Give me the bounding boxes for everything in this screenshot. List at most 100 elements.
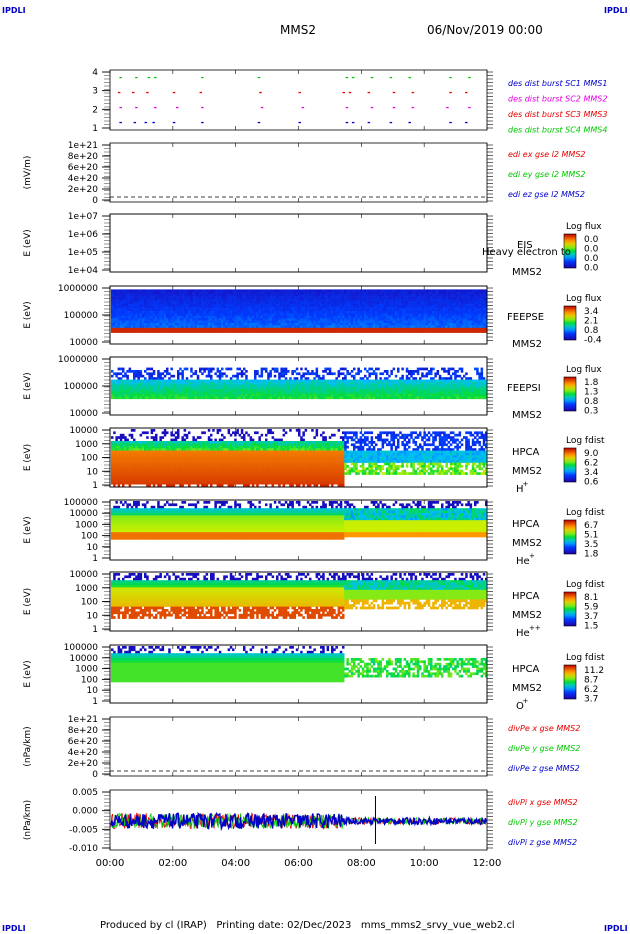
spectrogram-cell <box>201 372 204 376</box>
spectrogram-cell <box>236 384 239 388</box>
burst-mark <box>468 76 471 79</box>
spectrogram-cell <box>482 327 486 331</box>
spectrogram-cell <box>157 294 160 297</box>
spectrogram-cell <box>141 327 145 331</box>
spectrogram-cell <box>133 327 136 331</box>
spectrogram-cell <box>456 318 459 321</box>
spectrogram-cell <box>117 394 121 397</box>
spectrogram-cell <box>410 320 413 324</box>
spectrogram-cell <box>205 318 209 321</box>
spectrogram-cell <box>236 377 239 380</box>
spectrogram-cell <box>166 289 169 293</box>
spectrogram-cell <box>183 394 187 397</box>
spectrogram-cell <box>344 303 347 307</box>
spectrogram-cell <box>262 311 266 314</box>
spectrogram-cell <box>238 315 242 319</box>
colorbar-bar <box>563 233 577 269</box>
spectrogram-cell <box>390 323 393 326</box>
spectrogram-cell <box>302 306 305 309</box>
spectrogram-cell <box>315 323 319 326</box>
spectrogram-cell <box>432 320 435 324</box>
spectrogram-cell <box>315 389 319 392</box>
spectrogram-cell <box>357 320 360 324</box>
spectrogram-cell <box>421 315 424 319</box>
spectrogram-cell <box>207 325 211 329</box>
spectrogram-cell <box>458 299 462 302</box>
spectrogram-cell <box>135 299 138 302</box>
spectrogram-cell <box>137 306 140 309</box>
spectrogram-cell <box>240 296 244 300</box>
spectrogram-cell <box>344 327 347 331</box>
spectrogram-cell <box>311 330 314 333</box>
spectrogram-cell <box>271 394 275 397</box>
spectrogram-cell <box>474 291 477 295</box>
spectrogram-cell <box>199 396 202 400</box>
spectrogram-cell <box>185 315 189 319</box>
spectrogram-cell <box>135 301 138 305</box>
spectrogram-cell <box>324 294 327 297</box>
spectrogram-cell <box>368 374 371 378</box>
spectrogram-cell <box>355 306 358 309</box>
spectrogram-cell <box>282 386 286 390</box>
spectrogram-cell <box>324 386 327 390</box>
spectrogram-cell <box>163 306 167 309</box>
spectrogram-cell <box>328 370 332 373</box>
spectrogram-cell <box>221 330 224 333</box>
spectrogram-cell <box>135 289 138 293</box>
spectrogram-cell <box>324 389 327 392</box>
spectrogram-cell <box>293 396 297 400</box>
spectrogram-cell <box>449 311 453 314</box>
spectrogram-cell <box>452 299 455 302</box>
spectrogram-cell <box>317 391 321 395</box>
spectrogram-cell <box>388 289 391 293</box>
spectrogram-cell <box>190 396 193 400</box>
spectrogram-cell <box>463 315 466 319</box>
spectrogram-cell <box>331 315 334 319</box>
spectrogram-cell <box>339 306 343 309</box>
spectrogram-cell <box>119 391 123 395</box>
spectrogram-cell <box>394 315 398 319</box>
spectrogram-cell <box>170 323 173 326</box>
spectrogram-cell <box>212 306 215 309</box>
spectrogram-cell <box>161 325 165 329</box>
spectrogram-cell <box>201 330 204 333</box>
spectrogram-cell <box>155 306 158 309</box>
spectrogram-cell <box>188 323 191 326</box>
spectrogram-cell <box>339 308 343 312</box>
spectrogram-cell <box>405 315 409 319</box>
spectrogram-cell <box>298 323 301 326</box>
spectrogram-cell <box>166 372 169 376</box>
spectrogram-cell <box>126 311 129 314</box>
spectrogram-cell <box>133 384 136 388</box>
spectrogram-cell <box>353 289 356 293</box>
spectrogram-cell <box>144 299 147 302</box>
spectrogram-cell <box>416 294 420 297</box>
spectrogram-cell <box>254 313 257 317</box>
spectrogram-cell <box>458 313 462 317</box>
spectrogram-cell <box>122 291 125 295</box>
spectrogram-cell <box>311 325 314 329</box>
spectrogram-cell <box>135 318 138 321</box>
spectrogram-cell <box>423 323 426 326</box>
spectrogram-cell <box>414 313 418 317</box>
spectrogram-cell <box>339 315 343 319</box>
spectrogram-cell <box>234 313 237 317</box>
spectrogram-cell <box>223 301 226 305</box>
spectrogram-cell <box>482 294 486 297</box>
spectrogram-cell <box>357 306 360 309</box>
spectrogram-cell <box>322 306 325 309</box>
spectrogram-cell <box>174 294 178 297</box>
spectrogram-cell <box>361 318 365 321</box>
spectrogram-cell <box>386 306 389 309</box>
spectrogram-cell <box>478 306 481 309</box>
spectrogram-cell <box>405 325 409 329</box>
spectrogram-cell <box>124 379 127 383</box>
spectrogram-cell <box>361 389 365 392</box>
spectrogram-cell <box>174 296 178 300</box>
spectrogram-cell <box>157 379 160 383</box>
spectrogram-cell <box>148 301 151 305</box>
spectrogram-cell <box>328 372 332 376</box>
spectrogram-cell <box>476 318 479 321</box>
spectrogram-cell <box>399 308 402 312</box>
spectrogram-cell <box>421 313 424 317</box>
